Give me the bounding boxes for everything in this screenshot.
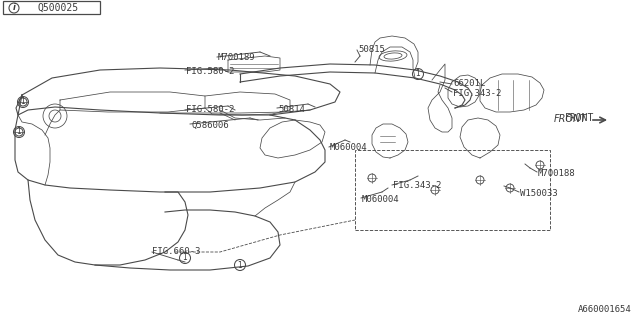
Text: i: i — [13, 4, 15, 12]
Text: Q500025: Q500025 — [37, 3, 79, 13]
Text: 1: 1 — [20, 98, 26, 107]
Text: 1: 1 — [182, 253, 188, 262]
Text: FIG.580-2: FIG.580-2 — [186, 68, 234, 76]
Text: 1: 1 — [237, 260, 243, 269]
Text: M060004: M060004 — [330, 143, 367, 153]
Text: W150033: W150033 — [520, 188, 557, 197]
Text: FIG.580-2: FIG.580-2 — [186, 106, 234, 115]
Text: M700189: M700189 — [218, 52, 255, 61]
Text: FRONT: FRONT — [554, 114, 587, 124]
Text: 50814: 50814 — [278, 106, 305, 115]
Text: FRONT: FRONT — [565, 113, 595, 123]
Text: 1: 1 — [415, 69, 420, 78]
Text: A660001654: A660001654 — [579, 305, 632, 314]
Text: FIG.660-3: FIG.660-3 — [152, 247, 200, 257]
Text: 50815: 50815 — [358, 45, 385, 54]
Text: FIG.343-2: FIG.343-2 — [393, 181, 442, 190]
Bar — [3, 1, 100, 14]
Text: 66201L: 66201L — [453, 79, 485, 89]
Text: Q586006: Q586006 — [191, 121, 228, 130]
Text: M060004: M060004 — [362, 195, 399, 204]
Text: FIG.343-2: FIG.343-2 — [453, 90, 501, 99]
Text: M700188: M700188 — [538, 169, 575, 178]
Text: 1: 1 — [17, 127, 21, 137]
